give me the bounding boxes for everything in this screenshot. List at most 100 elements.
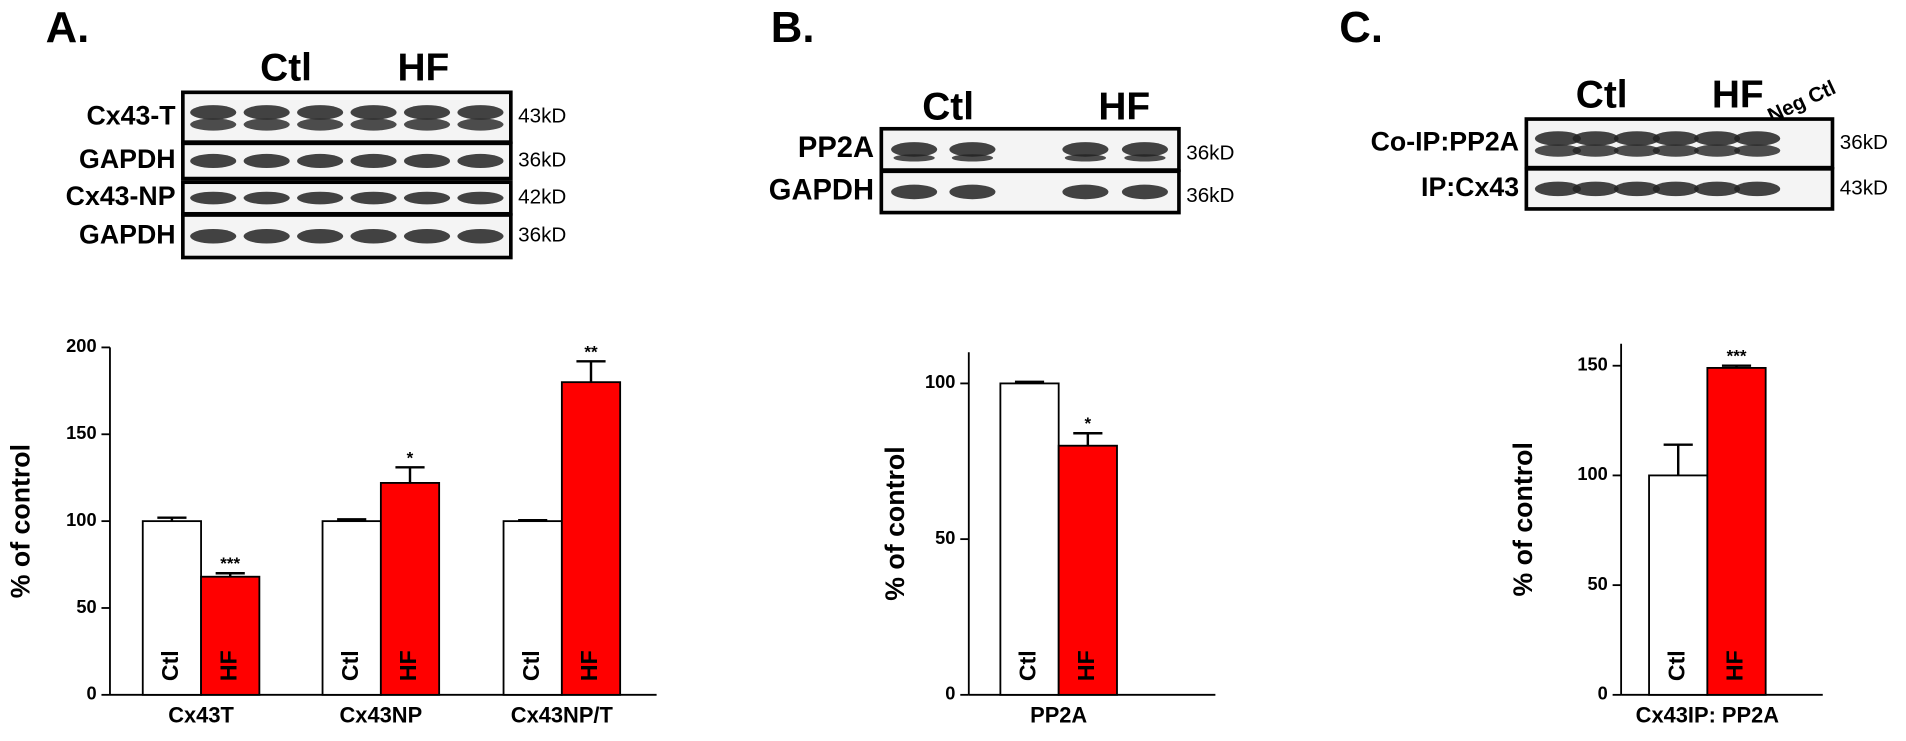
y-tick-label: 50 <box>1587 574 1607 594</box>
band <box>1064 154 1107 162</box>
lane-group-label: HF <box>397 47 449 90</box>
band <box>1652 131 1699 146</box>
band <box>1121 142 1169 157</box>
y-tick-label: 50 <box>76 597 96 617</box>
y-axis-label: % of control <box>6 444 36 598</box>
y-tick-label: 100 <box>1577 464 1607 484</box>
lane-group-label: HF <box>1098 86 1150 129</box>
band <box>1121 184 1169 200</box>
band <box>1652 144 1699 157</box>
lane-group-label: Ctl <box>1576 73 1628 116</box>
band <box>350 153 397 169</box>
panel-letter: A. <box>46 3 90 52</box>
band <box>1613 131 1660 146</box>
y-tick-label: 0 <box>86 684 96 704</box>
band <box>1062 184 1109 200</box>
series-label: Ctl <box>337 650 363 681</box>
panel-letter: B. <box>771 3 815 52</box>
band <box>1694 144 1741 157</box>
error-bar <box>1014 380 1045 384</box>
band <box>403 105 451 120</box>
error-bar <box>337 518 367 522</box>
band <box>243 191 290 205</box>
band <box>1534 144 1582 157</box>
band <box>1734 181 1781 197</box>
bar <box>1057 444 1118 696</box>
band <box>190 105 237 120</box>
band <box>297 118 344 131</box>
bar <box>321 520 382 696</box>
row-label: GAPDH <box>79 219 176 249</box>
band <box>243 153 290 169</box>
row-label: IP:Cx43 <box>1421 172 1519 202</box>
band <box>891 184 938 200</box>
row-label: Cx43-T <box>86 100 176 130</box>
band <box>457 228 504 244</box>
error-bar <box>157 516 187 522</box>
error-bar <box>215 572 245 577</box>
band <box>190 153 237 169</box>
x-tick-label: Cx43NP/T <box>511 702 614 727</box>
size-label: 43kD <box>1840 176 1888 199</box>
y-tick-label: 200 <box>66 336 96 356</box>
y-axis-label: % of control <box>1508 442 1538 596</box>
y-tick-label: 150 <box>1577 355 1607 375</box>
band <box>891 142 938 157</box>
panel-letter: C. <box>1339 3 1383 52</box>
row-label: Cx43-NP <box>66 181 176 211</box>
band <box>949 142 996 157</box>
series-label: HF <box>576 650 602 681</box>
band <box>403 191 451 205</box>
lane-group-label: Ctl <box>922 86 974 129</box>
band <box>297 191 344 205</box>
band <box>243 105 290 120</box>
error-bar <box>1721 364 1752 368</box>
band <box>1062 142 1109 157</box>
error-bar <box>1073 432 1103 446</box>
significance: ** <box>584 342 598 361</box>
band <box>1613 144 1660 157</box>
band <box>297 153 344 169</box>
series-label: Ctl <box>1663 650 1689 681</box>
x-tick-label: Cx43T <box>168 702 234 727</box>
band <box>1572 131 1619 146</box>
band <box>190 228 237 244</box>
band <box>1124 154 1166 162</box>
row-label: PP2A <box>798 132 874 164</box>
x-tick-label: Cx43IP: PP2A <box>1636 702 1780 727</box>
size-label: 43kD <box>518 105 566 128</box>
band <box>350 105 397 120</box>
band <box>1534 131 1582 146</box>
band <box>951 154 994 162</box>
series-label: HF <box>1073 650 1099 681</box>
band <box>457 118 504 131</box>
row-label: GAPDH <box>769 175 874 207</box>
lane-group-label: HF <box>1712 73 1764 116</box>
band <box>893 154 935 162</box>
band <box>457 153 504 169</box>
error-bar <box>1663 443 1693 476</box>
x-tick-label: Cx43NP <box>340 702 423 727</box>
band <box>1734 144 1781 157</box>
error-bar <box>518 519 548 522</box>
band <box>457 191 504 205</box>
size-label: 36kD <box>518 148 566 171</box>
band <box>1694 131 1741 146</box>
y-tick-label: 100 <box>66 510 96 530</box>
x-tick-label: PP2A <box>1030 702 1087 727</box>
significance: *** <box>220 554 240 573</box>
size-label: 36kD <box>1186 184 1234 207</box>
bar <box>200 575 261 696</box>
band <box>457 105 504 120</box>
band <box>190 118 237 131</box>
band <box>1694 181 1741 197</box>
series-label: HF <box>395 650 421 681</box>
band <box>350 118 397 131</box>
size-label: 36kD <box>1186 142 1234 165</box>
band <box>403 228 451 244</box>
band <box>350 228 397 244</box>
bar <box>560 381 622 696</box>
band <box>1652 181 1699 197</box>
size-label: 36kD <box>518 224 566 247</box>
band <box>1734 131 1781 146</box>
